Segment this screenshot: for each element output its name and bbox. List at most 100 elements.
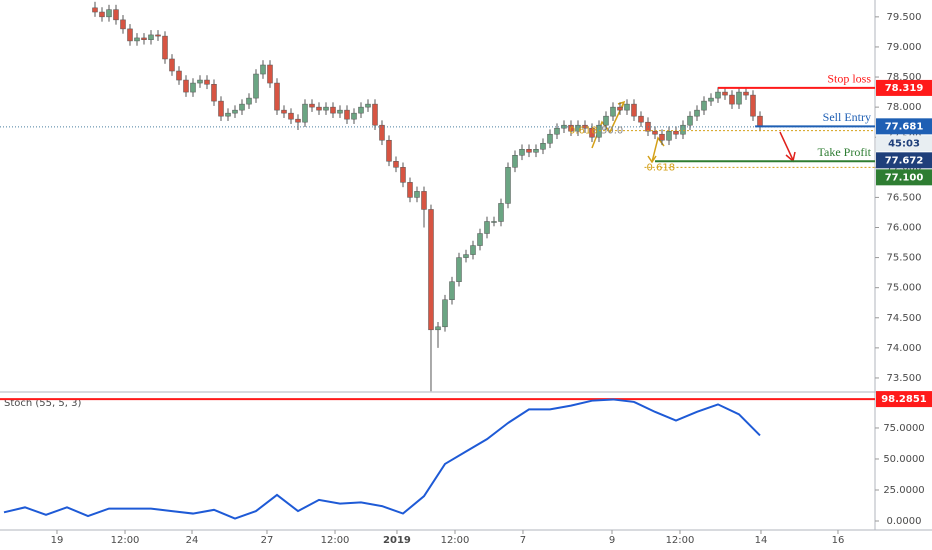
x-tick-label: 24 (186, 535, 199, 546)
candle-body (393, 161, 399, 168)
candle-body (603, 115, 609, 126)
candle-body (407, 182, 413, 198)
candle-body (491, 221, 497, 223)
candle-body (526, 149, 532, 153)
candle-body (344, 109, 350, 120)
candle-body (148, 34, 154, 40)
candle-body (218, 100, 224, 117)
candle-body (183, 79, 189, 93)
fib-label: 50.0 (601, 126, 623, 137)
price-tag (876, 118, 932, 135)
y-tick-label: 75.500 (887, 253, 922, 264)
candle-body (477, 233, 483, 246)
candle-body (554, 127, 560, 135)
y-tick-label: 78.000 (887, 102, 922, 113)
candle-body (757, 115, 763, 127)
candle-body (666, 130, 672, 141)
price-tag-label: 45:03 (888, 138, 920, 149)
candle-body (708, 97, 714, 102)
candle-body (190, 82, 196, 93)
candle-body (232, 109, 238, 114)
x-tick-label: 12:00 (321, 535, 350, 546)
candle-body (547, 133, 553, 144)
price-tag (876, 391, 932, 408)
y-tick-label: 79.000 (887, 42, 922, 53)
candle-body (127, 28, 133, 42)
candle-body (729, 94, 735, 105)
candle-body (589, 127, 595, 138)
candle-body (631, 103, 637, 117)
y-tick-label: 0.0000 (887, 516, 922, 527)
candle-body (414, 191, 420, 198)
candle-body (512, 155, 518, 168)
candle-body (295, 118, 301, 123)
price-tag-label: 77.672 (885, 155, 924, 166)
candle-body (246, 97, 252, 105)
candle-body (113, 9, 119, 21)
candle-body (379, 124, 385, 141)
x-tick-label: 27 (261, 535, 274, 546)
y-tick-label: 78.500 (887, 72, 922, 83)
candle-body (435, 326, 441, 331)
price-tag (876, 169, 932, 186)
candle-body (715, 91, 721, 99)
y-tick-label: 79.500 (887, 12, 922, 23)
candle-body (155, 34, 161, 37)
candle-body (372, 103, 378, 126)
candle-body (400, 167, 406, 183)
y-tick-label: 74.500 (887, 313, 922, 324)
price-tag-label: 77.681 (885, 121, 924, 132)
candle-body (617, 106, 623, 111)
candle-body (449, 281, 455, 300)
x-tick-label: 12:00 (666, 535, 695, 546)
x-tick-label: 7 (520, 535, 526, 546)
y-tick-label: 76.500 (887, 192, 922, 203)
candle-body (106, 9, 112, 18)
candle-body (694, 109, 700, 117)
x-tick-label: 12:00 (111, 535, 140, 546)
candle-body (239, 103, 245, 111)
candle-body (330, 106, 336, 114)
candle-body (568, 124, 574, 132)
price-tag (876, 79, 932, 96)
candle-body (596, 124, 602, 138)
x-tick-label: 2019 (383, 535, 411, 546)
candle-body (750, 94, 756, 117)
candle-body (169, 58, 175, 72)
candle-body (134, 37, 140, 42)
price-tag (876, 152, 932, 169)
fib-label: 0.618 (569, 126, 598, 137)
candle-body (645, 121, 651, 132)
candle-body (533, 149, 539, 153)
y-tick-label: 75.000 (887, 283, 922, 294)
candle-body (204, 79, 210, 85)
level-label: Sell Entry (823, 110, 871, 124)
indicator-title: Stoch (55, 5, 3) (4, 398, 81, 409)
level-label: Stop loss (827, 72, 871, 86)
x-tick-label: 9 (609, 535, 615, 546)
candle-body (463, 254, 469, 258)
level-label: Take Profit (818, 145, 872, 159)
candle-body (288, 112, 294, 120)
candle-body (505, 167, 511, 204)
candle-body (638, 115, 644, 123)
candle-body (442, 299, 448, 328)
y-tick-label: 74.000 (887, 343, 922, 354)
candle-body (260, 64, 266, 75)
candle-body (197, 79, 203, 84)
candle-body (484, 221, 490, 234)
candle-body (358, 106, 364, 114)
candle-body (141, 37, 147, 40)
candle-body (281, 109, 287, 114)
candle-body (309, 103, 315, 108)
y-tick-label: 25.0000 (883, 485, 924, 496)
candle-body (253, 73, 259, 99)
candle-body (274, 82, 280, 111)
candle-body (701, 100, 707, 111)
y-tick-label: 75.0000 (883, 423, 924, 434)
price-tag-label: 77.100 (885, 172, 924, 183)
candle-body (673, 130, 679, 135)
candle-body (386, 139, 392, 162)
